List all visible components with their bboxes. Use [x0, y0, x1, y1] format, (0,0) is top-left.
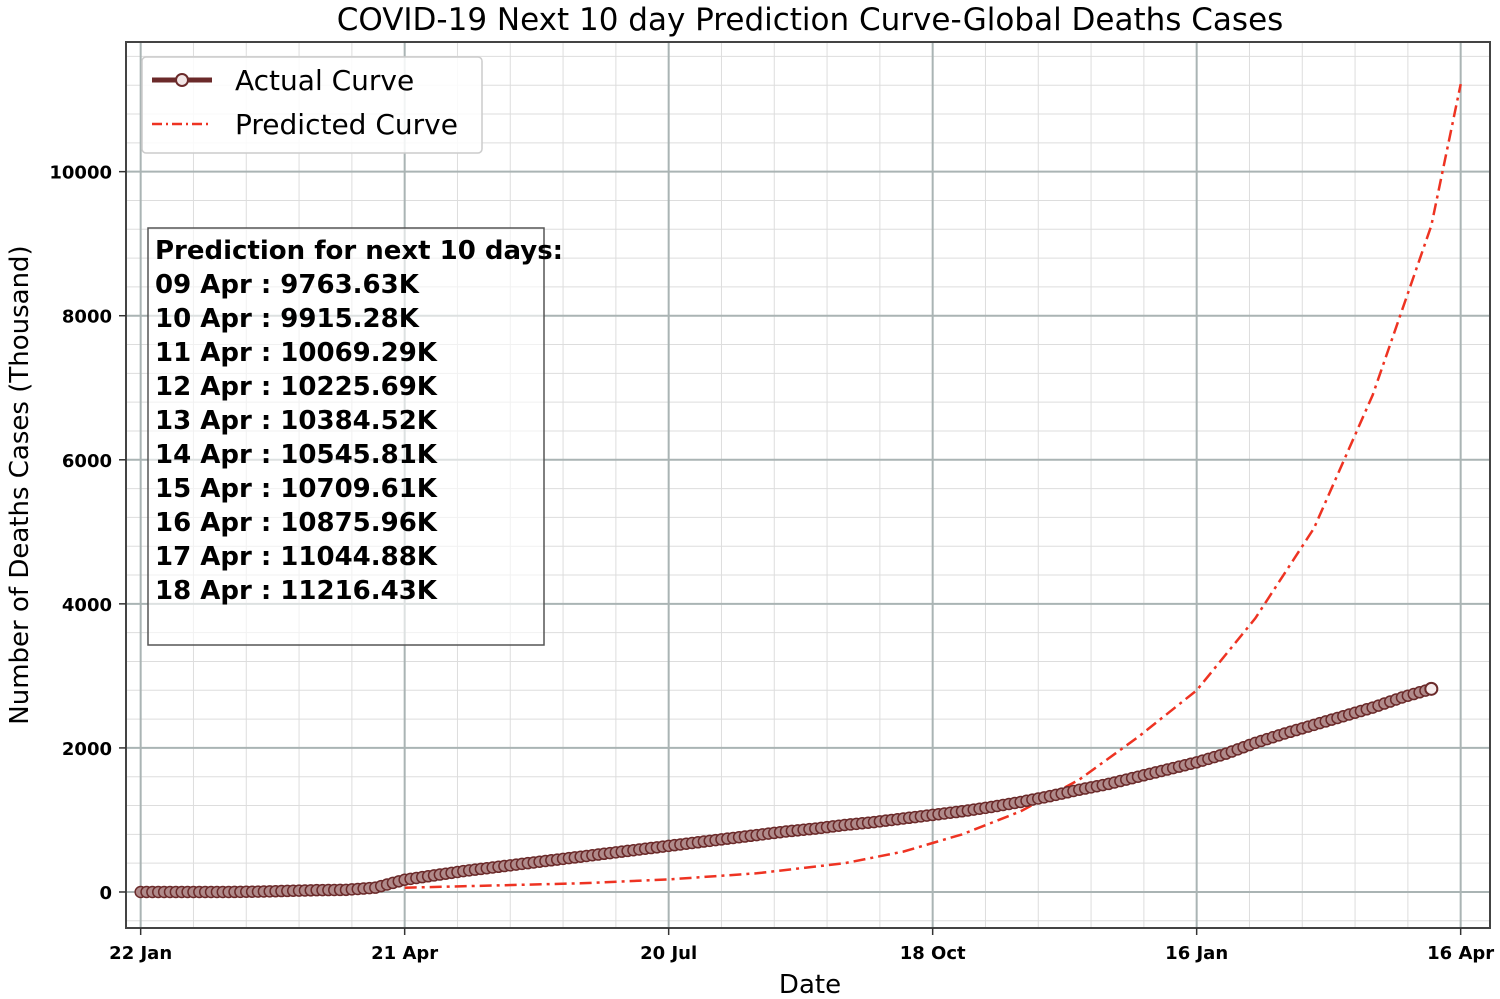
prediction-line: 13 Apr : 10384.52K: [155, 406, 438, 436]
y-axis-label: Number of Deaths Cases (Thousand): [5, 245, 35, 724]
x-axis-label: Date: [779, 970, 841, 999]
prediction-line: 09 Apr : 9763.63K: [155, 270, 420, 300]
legend-box: [141, 56, 483, 154]
minor-grid: [126, 42, 1490, 928]
prediction-line: 12 Apr : 10225.69K: [155, 372, 438, 402]
y-tick-label: 8000: [62, 307, 112, 328]
prediction-line: 15 Apr : 10709.61K: [155, 474, 438, 504]
legend-actual-marker: [175, 73, 189, 87]
legend-predicted-label: Predicted Curve: [235, 108, 458, 141]
prediction-line: 18 Apr : 11216.43K: [155, 576, 438, 606]
prediction-line: 10 Apr : 9915.28K: [155, 304, 420, 334]
prediction-line: 16 Apr : 10875.96K: [155, 508, 438, 538]
actual-curve-end-marker: [1424, 681, 1439, 696]
series-layer: [134, 83, 1462, 899]
prediction-annotation: Prediction for next 10 days: 09 Apr : 97…: [147, 227, 563, 646]
y-tick-label: 4000: [62, 595, 112, 616]
legend-actual-label: Actual Curve: [235, 64, 414, 97]
y-tick-label: 6000: [62, 451, 112, 472]
x-tick-label: 22 Jan: [109, 943, 172, 964]
plot-frame: [125, 41, 1491, 929]
x-tick-label: 18 Oct: [900, 943, 966, 964]
y-tick-label: 10000: [49, 163, 112, 184]
chart-title: COVID-19 Next 10 day Prediction Curve-Gl…: [337, 2, 1284, 38]
y-tick-label: 2000: [62, 739, 112, 760]
predicted-curve-line: [404, 83, 1462, 889]
prediction-box: [147, 227, 545, 646]
prediction-line: 11 Apr : 10069.29K: [155, 338, 438, 368]
x-tick-label: 21 Apr: [371, 943, 438, 964]
x-tick-label: 20 Jul: [640, 943, 697, 964]
axis-ticks: 22 Jan 21 Apr 20 Jul 18 Oct 16 Jan 16 Apr 0 200…: [49, 163, 1494, 964]
prediction-line: 17 Apr : 11044.88K: [155, 542, 438, 572]
x-tick-label: 16 Jan: [1165, 943, 1228, 964]
y-tick-label: 0: [99, 883, 112, 904]
legend: Actual Curve Predicted Curve: [141, 56, 483, 154]
prediction-heading: Prediction for next 10 days:: [155, 236, 563, 266]
prediction-line: 14 Apr : 10545.81K: [155, 440, 438, 470]
x-tick-label: 16 Apr: [1427, 943, 1494, 964]
